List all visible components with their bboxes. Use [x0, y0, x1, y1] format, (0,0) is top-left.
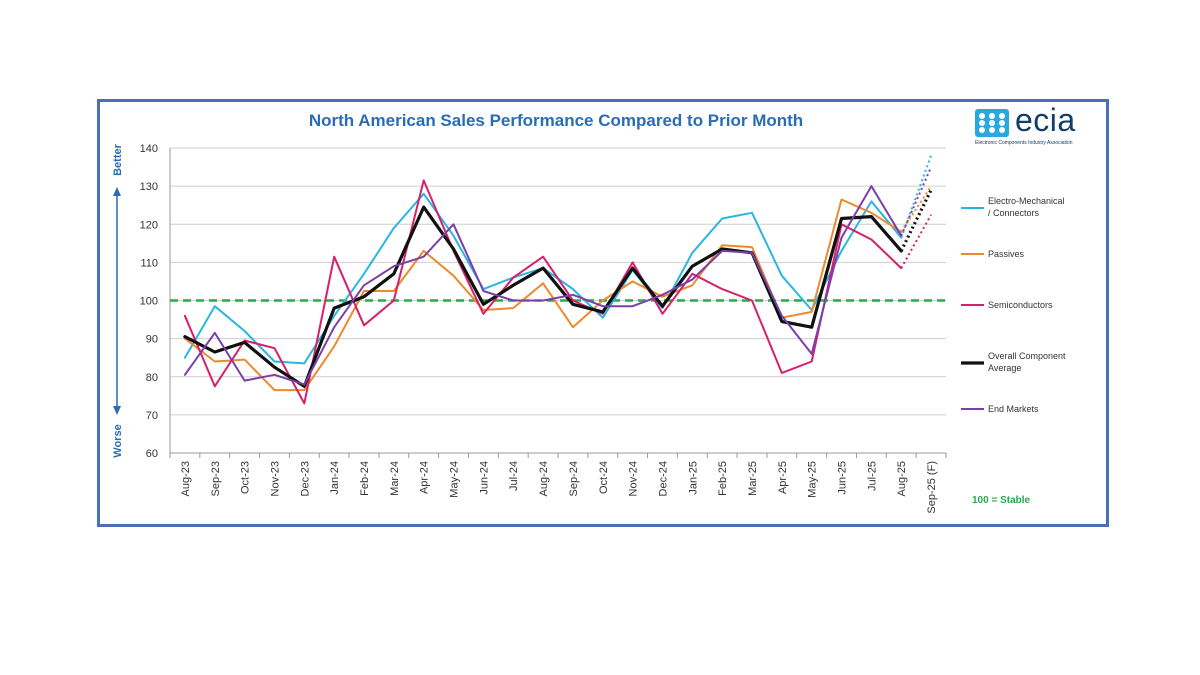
stable-label: 100 = Stable	[972, 495, 1031, 506]
x-tick-label: Dec-24	[657, 461, 669, 496]
y-tick-labels: 60 70 80 90 100 110 120 130 140	[140, 143, 158, 460]
y-tick-label: 140	[140, 143, 158, 155]
x-tick-label: Sep-25 (F)	[926, 461, 938, 514]
x-tick-label: Jul-25	[866, 461, 878, 491]
y-tick-label: 120	[140, 219, 158, 231]
x-tick-label: Oct-23	[240, 461, 252, 494]
x-tick-label: Sep-23	[210, 461, 222, 496]
x-tick-label: May-25	[807, 461, 819, 498]
legend-label: Electro-Mechanical / Connectors	[988, 196, 1065, 218]
series-line	[183, 179, 903, 405]
x-tick-label: Mar-24	[389, 461, 401, 496]
series-forecast-line	[900, 214, 932, 269]
ecia-logo: ecia Electronic Components Industry Asso…	[975, 102, 1100, 150]
series-forecast-line	[900, 185, 932, 233]
x-tick-label: Dec-23	[299, 461, 311, 496]
series-line	[183, 192, 903, 365]
axes	[169, 148, 947, 458]
x-tick-label: Apr-24	[419, 461, 431, 494]
x-tick-label: Feb-24	[359, 461, 371, 496]
x-tick-label: Apr-25	[777, 461, 789, 494]
y-tick-label: 100	[140, 296, 158, 308]
series-lines	[183, 155, 933, 405]
x-tick-labels: Aug-23 Sep-23 Oct-23 Nov-23 Dec-23 Jan-24 Feb-…	[180, 461, 938, 514]
y-tick-label: 90	[146, 334, 158, 346]
chart-title: North American Sales Performance Compare…	[308, 111, 804, 130]
arrow-up-icon	[113, 187, 121, 196]
series-line	[183, 185, 903, 386]
x-tick-label: Jan-25	[687, 461, 699, 495]
x-tick-label: Aug-24	[538, 461, 550, 496]
x-tick-label: Jun-24	[478, 461, 490, 495]
series-line	[183, 198, 903, 392]
y-tick-label: 60	[146, 448, 158, 460]
ecia-logo-subtitle: Electronic Components Industry Associati…	[975, 140, 1073, 146]
ecia-logo-word: ecia	[1015, 102, 1076, 138]
legend-label: End Markets	[988, 404, 1039, 414]
y-tick-label: 110	[140, 257, 158, 269]
worse-label: Worse	[112, 424, 124, 457]
ecia-logo-mark	[975, 109, 1009, 137]
series-forecast-line	[899, 189, 933, 252]
x-tick-label: Aug-25	[896, 461, 908, 496]
direction-annotations: Better Worse 100 = Stable	[112, 143, 1031, 506]
arrow-down-icon	[113, 406, 121, 415]
y-tick-label: 80	[146, 372, 158, 384]
x-tick-label: Jun-25	[837, 461, 849, 495]
better-label: Better	[112, 143, 124, 176]
legend: Electro-Mechanical / Connectors Passives Se…	[961, 196, 1066, 414]
x-tick-label: May-24	[449, 461, 461, 498]
series-line	[183, 205, 903, 388]
legend-label: Semiconductors	[988, 300, 1053, 310]
x-tick-label: Mar-25	[747, 461, 759, 496]
x-tick-label: Nov-24	[628, 461, 640, 496]
legend-label: Overall Component Average	[988, 351, 1066, 373]
x-tick-label: Oct-24	[598, 461, 610, 494]
legend-label: Passives	[988, 249, 1025, 259]
x-tick-label: Nov-23	[269, 461, 281, 496]
x-tick-label: Sep-24	[568, 461, 580, 496]
x-tick-label: Jan-24	[329, 461, 341, 495]
x-tick-label: Aug-23	[180, 461, 192, 496]
x-tick-label: Feb-25	[717, 461, 729, 496]
y-tick-label: 70	[146, 410, 158, 422]
grid-lines	[170, 147, 946, 454]
x-tick-label: Jul-24	[508, 461, 520, 491]
y-tick-label: 130	[140, 181, 158, 193]
